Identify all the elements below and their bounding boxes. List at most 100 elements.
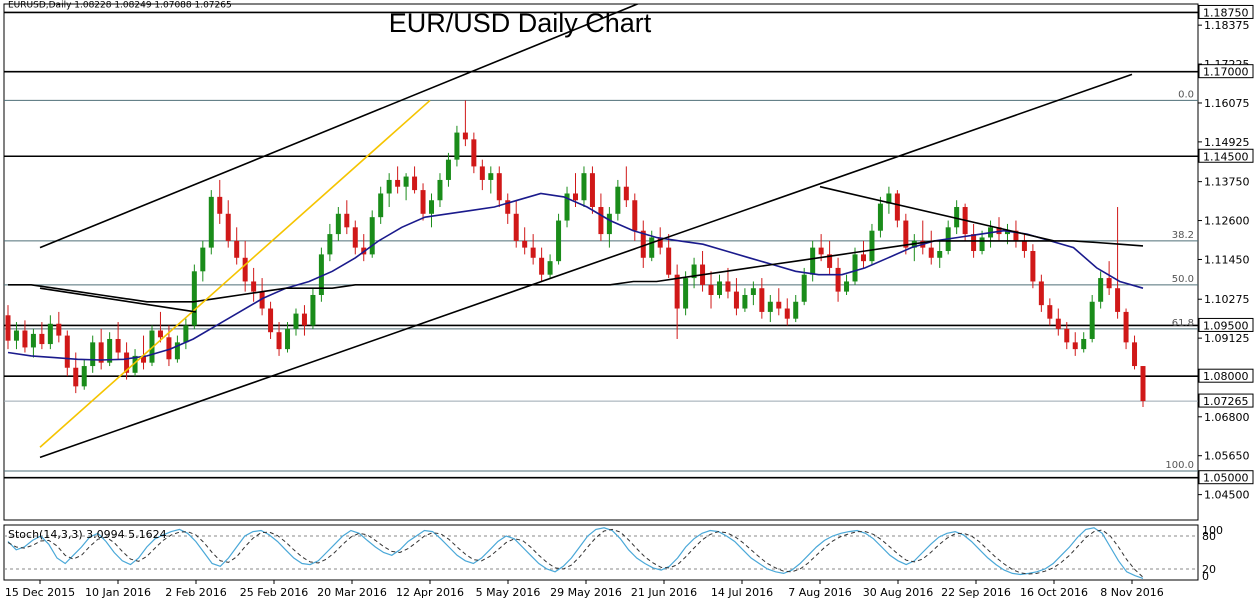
candle-body (496, 173, 502, 201)
x-tick-label: 21 Jun 2016 (631, 586, 697, 599)
x-tick-label: 29 May 2016 (550, 586, 622, 599)
y-tick-label: 1.11450 (1204, 253, 1250, 266)
candle-body (759, 288, 765, 312)
candle-body (141, 355, 147, 363)
candle-body (674, 274, 680, 309)
trendline (39, 99, 431, 448)
candle-body (886, 193, 892, 204)
candle-body (276, 332, 282, 350)
candle-body (716, 281, 722, 295)
price-level-label: 1.18750 (1203, 6, 1249, 19)
candle-body (64, 335, 70, 368)
candle-body (937, 251, 943, 258)
y-tick-label: 1.04500 (1204, 489, 1250, 502)
candle-body (827, 254, 833, 268)
candle-body (589, 173, 595, 208)
candle-body (903, 220, 909, 248)
candle-body (683, 278, 689, 309)
candle-body (208, 196, 214, 248)
stoch-level-label: 20 (1202, 563, 1216, 576)
candle-body (505, 200, 511, 214)
x-tick-label: 20 Mar 2016 (317, 586, 387, 599)
x-tick-label: 8 Nov 2016 (1100, 586, 1163, 599)
candle-body (835, 267, 841, 292)
stoch-d-line (7, 528, 1144, 578)
candle-body (166, 337, 172, 360)
fib-level-label: 0.0 (1178, 89, 1194, 100)
candle-body (268, 308, 274, 333)
candle-body (844, 281, 850, 292)
price-level-box (1198, 470, 1254, 485)
candle-body (1038, 281, 1044, 306)
x-tick-label: 5 May 2016 (476, 586, 541, 599)
price-level-label: 1.08000 (1203, 370, 1249, 383)
candle-body (200, 247, 206, 272)
stoch-panel-frame (3, 524, 1199, 581)
trendline (39, 73, 1133, 459)
x-tick-label: 15 Dec 2015 (5, 586, 75, 599)
candle-body (725, 281, 731, 292)
candle-body (39, 333, 45, 345)
price-level-box (1198, 148, 1254, 163)
trendline (39, 4, 640, 249)
fib-level-label: 61.8 (1172, 318, 1194, 329)
candle-body (530, 247, 536, 258)
candle-body (1004, 230, 1010, 235)
candle-body (818, 247, 824, 255)
candle-body (73, 367, 79, 387)
candle-body (1055, 318, 1061, 329)
candle-body (1072, 342, 1078, 350)
candle-body (251, 281, 257, 292)
y-tick-label: 1.16075 (1204, 97, 1250, 110)
x-tick-label: 22 Sep 2016 (941, 586, 1011, 599)
candle-body (293, 313, 299, 329)
trendline (819, 185, 1055, 242)
candle-body (573, 193, 578, 201)
candle-body (47, 323, 53, 345)
candle-body (767, 301, 773, 312)
candle-body (513, 213, 519, 241)
current-price-box (1198, 393, 1254, 408)
fib-level-label: 100.0 (1165, 460, 1194, 471)
candle-body (1030, 251, 1036, 282)
candle-body (107, 338, 113, 363)
candle-body (632, 200, 638, 231)
candle-body (640, 230, 646, 258)
candle-body (776, 301, 782, 309)
candle-body (115, 338, 121, 353)
candle-body (90, 342, 96, 367)
candle-body (462, 132, 468, 140)
y-tick-label: 1.06800 (1204, 411, 1250, 424)
candle-body (742, 294, 748, 309)
price-level-label: 1.14500 (1203, 150, 1249, 163)
candle-body (420, 190, 426, 214)
candle-body (979, 237, 985, 252)
candle-body (547, 261, 553, 275)
candle-body (488, 173, 494, 180)
candle-body (13, 330, 19, 341)
candle-body (225, 213, 231, 241)
y-tick-label: 1.05650 (1204, 450, 1250, 463)
candle-body (1106, 278, 1112, 289)
candle-body (386, 179, 392, 194)
candle-body (217, 196, 223, 214)
candle-body (1140, 366, 1146, 402)
candle-body (1089, 301, 1095, 339)
stoch-axis-label: 100 (1202, 524, 1223, 537)
price-level-box (1198, 64, 1254, 79)
candle-body (471, 139, 477, 167)
x-tick-label: 14 Jul 2016 (711, 586, 773, 599)
candle-body (1115, 288, 1121, 312)
candle-body (22, 330, 28, 348)
y-tick-label: 1.14925 (1204, 136, 1250, 149)
candle-body (657, 237, 663, 248)
candle-body (556, 220, 562, 262)
candle-body (124, 352, 130, 373)
candle-body (318, 254, 324, 295)
candle-body (869, 230, 875, 262)
candle-body (259, 291, 265, 309)
current-price-label: 1.07265 (1203, 395, 1249, 408)
candle-body (623, 186, 629, 201)
candle-body (1047, 305, 1053, 319)
candle-body (30, 333, 36, 348)
